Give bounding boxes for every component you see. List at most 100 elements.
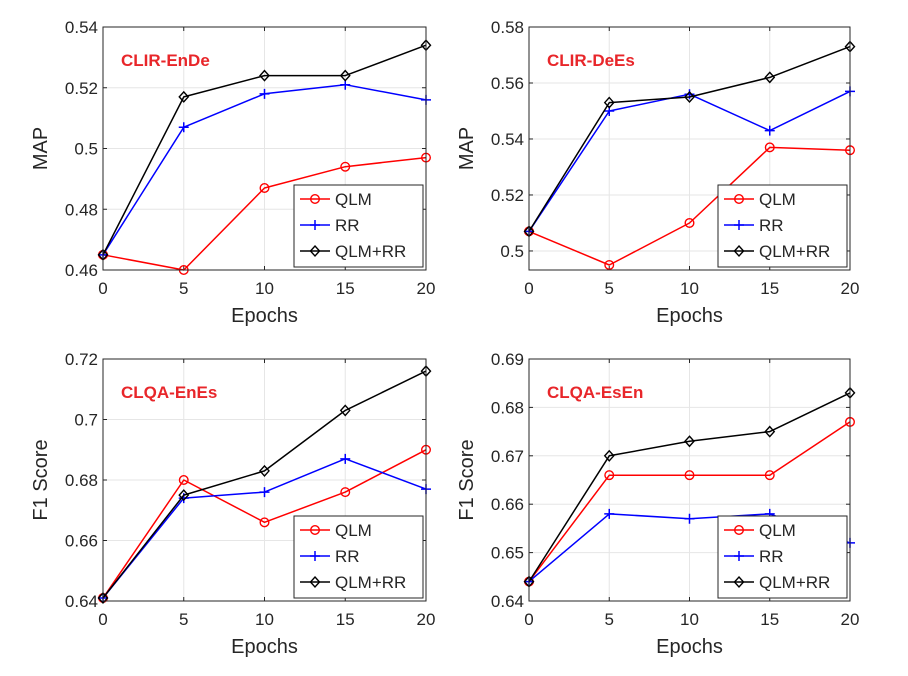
legend-label: QLM bbox=[759, 521, 796, 540]
chart-panel: 0 5 10 15 20 0.46 0.48 0.5 0.52 0.54 CLIR-EnDe Epoc… bbox=[30, 18, 435, 327]
y-tick-label: 0.58 bbox=[491, 18, 524, 37]
data-point bbox=[604, 470, 615, 481]
legend-label: RR bbox=[759, 216, 784, 235]
chart-title: CLIR-DeEs bbox=[547, 51, 635, 70]
chart-panel: 0 5 10 15 20 0.64 0.66 0.68 0.7 0.72 CLQA-EnEs Epoc… bbox=[30, 350, 435, 658]
x-tick-label: 20 bbox=[417, 610, 436, 629]
legend: QLM RR QLM+RR bbox=[293, 515, 424, 599]
legend-marker bbox=[734, 551, 744, 561]
y-tick-label: 0.52 bbox=[491, 186, 524, 205]
y-tick-label: 0.66 bbox=[65, 532, 98, 551]
x-tick-label: 0 bbox=[524, 610, 533, 629]
y-tick-label: 0.69 bbox=[491, 350, 524, 369]
data-point bbox=[340, 487, 351, 498]
x-tick-label: 15 bbox=[760, 279, 779, 298]
chart-title: CLIR-EnDe bbox=[121, 51, 210, 70]
x-axis-label: Epochs bbox=[231, 305, 298, 327]
y-tick-label: 0.67 bbox=[491, 447, 524, 466]
data-point bbox=[340, 161, 351, 172]
x-tick-label: 10 bbox=[680, 279, 699, 298]
data-point bbox=[764, 470, 775, 481]
data-point bbox=[684, 435, 695, 448]
y-tick-label: 0.46 bbox=[65, 261, 98, 280]
data-point bbox=[259, 487, 270, 498]
y-tick-label: 0.56 bbox=[491, 74, 524, 93]
data-point bbox=[339, 69, 351, 82]
x-tick-label: 15 bbox=[336, 610, 355, 629]
legend-label: RR bbox=[335, 547, 360, 566]
legend-marker bbox=[310, 220, 320, 230]
data-point bbox=[340, 453, 351, 464]
y-axis-label: F1 Score bbox=[30, 439, 52, 520]
axes-box bbox=[102, 26, 427, 271]
chart-title: CLQA-EsEn bbox=[547, 383, 643, 402]
x-tick-label: 20 bbox=[841, 610, 860, 629]
data-point bbox=[604, 259, 615, 270]
legend-label: QLM bbox=[335, 190, 372, 209]
x-tick-label: 15 bbox=[336, 279, 355, 298]
y-tick-label: 0.48 bbox=[65, 200, 98, 219]
x-tick-label: 5 bbox=[605, 610, 614, 629]
legend: QLM RR QLM+RR bbox=[717, 515, 848, 599]
x-tick-label: 5 bbox=[179, 279, 188, 298]
legend-label: QLM bbox=[759, 190, 796, 209]
x-tick-label: 10 bbox=[255, 610, 274, 629]
data-point bbox=[764, 125, 775, 136]
data-point bbox=[684, 513, 695, 524]
y-axis-label: MAP bbox=[456, 127, 478, 170]
chart-panel: 0 5 10 15 20 0.5 0.52 0.54 0.56 0.58 CLIR-DeEs Epoc… bbox=[456, 18, 859, 327]
y-tick-label: 0.7 bbox=[74, 411, 98, 430]
chart-title: CLQA-EnEs bbox=[121, 383, 217, 402]
data-point bbox=[259, 517, 270, 528]
series-line bbox=[528, 392, 851, 583]
x-tick-label: 20 bbox=[417, 279, 436, 298]
y-axis-label: F1 Score bbox=[456, 439, 478, 520]
legend-marker bbox=[310, 193, 321, 204]
series-line bbox=[528, 421, 851, 583]
legend-marker bbox=[734, 220, 744, 230]
legend-label: QLM+RR bbox=[759, 242, 830, 261]
data-point bbox=[684, 470, 695, 481]
x-tick-label: 15 bbox=[760, 610, 779, 629]
legend: QLM RR QLM+RR bbox=[717, 184, 848, 268]
data-point bbox=[339, 404, 351, 417]
series-line bbox=[528, 45, 851, 232]
legend-marker bbox=[309, 244, 321, 258]
data-point bbox=[764, 425, 776, 438]
legend-label: RR bbox=[335, 216, 360, 235]
x-tick-label: 20 bbox=[841, 279, 860, 298]
x-axis-label: Epochs bbox=[656, 636, 723, 658]
chart-panel: 0 5 10 15 20 0.64 0.65 0.66 0.67 0.68 0.69 CLQA-EsE… bbox=[456, 350, 859, 658]
legend: QLM RR QLM+RR bbox=[293, 184, 424, 268]
y-tick-label: 0.54 bbox=[65, 18, 98, 37]
data-point bbox=[259, 88, 270, 99]
axes-box bbox=[102, 358, 427, 602]
y-tick-label: 0.52 bbox=[65, 79, 98, 98]
series-line bbox=[102, 370, 427, 599]
data-point bbox=[604, 508, 615, 519]
data-point bbox=[764, 71, 776, 84]
series-line bbox=[102, 44, 427, 256]
x-tick-label: 0 bbox=[98, 279, 107, 298]
x-tick-label: 5 bbox=[179, 610, 188, 629]
data-point bbox=[178, 122, 189, 133]
data-point bbox=[178, 489, 190, 502]
data-point bbox=[684, 217, 695, 228]
y-tick-label: 0.66 bbox=[491, 495, 524, 514]
axes-box bbox=[528, 26, 851, 271]
data-point bbox=[603, 96, 615, 109]
x-tick-label: 5 bbox=[605, 279, 614, 298]
x-tick-label: 10 bbox=[255, 279, 274, 298]
y-tick-label: 0.68 bbox=[65, 471, 98, 490]
y-tick-label: 0.64 bbox=[491, 592, 524, 611]
legend-label: RR bbox=[759, 547, 784, 566]
series-line bbox=[528, 146, 851, 266]
legend-label: QLM+RR bbox=[335, 242, 406, 261]
y-tick-label: 0.54 bbox=[491, 130, 524, 149]
data-point bbox=[178, 475, 189, 486]
legend-marker bbox=[734, 193, 745, 204]
legend-label: QLM+RR bbox=[759, 573, 830, 592]
legend-marker bbox=[733, 244, 745, 258]
y-tick-label: 0.5 bbox=[74, 140, 98, 159]
data-point bbox=[603, 449, 615, 462]
